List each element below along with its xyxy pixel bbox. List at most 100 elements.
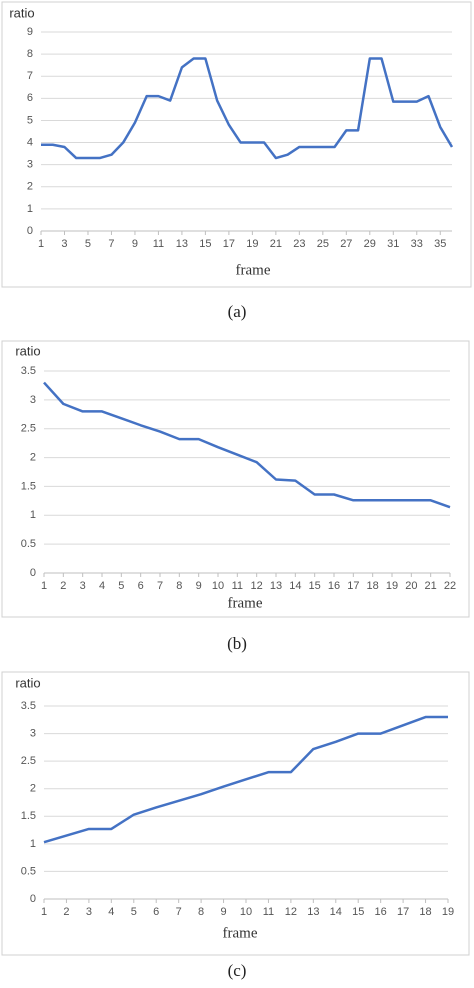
y-tick-label: 0 <box>30 567 36 579</box>
x-tick-label: 12 <box>251 580 263 592</box>
x-tick-label: 19 <box>246 238 258 250</box>
x-tick-label: 25 <box>317 238 329 250</box>
x-tick-label: 3 <box>61 238 67 250</box>
x-tick-label: 3 <box>86 906 92 918</box>
x-tick-label: 9 <box>220 906 226 918</box>
y-tick-label: 2 <box>30 451 36 463</box>
y-tick-label: 2.5 <box>21 423 36 435</box>
x-tick-label: 9 <box>132 238 138 250</box>
x-tick-label: 5 <box>85 238 91 250</box>
y-tick-label: 2 <box>30 783 36 795</box>
x-tick-label: 19 <box>442 906 454 918</box>
x-tick-label: 17 <box>223 238 235 250</box>
y-tick-label: 1 <box>27 203 33 215</box>
x-tick-label: 16 <box>375 906 387 918</box>
x-axis-title: frame <box>236 262 271 278</box>
y-tick-label: 0.5 <box>21 538 36 550</box>
y-axis-title: ratio <box>15 343 40 358</box>
x-tick-label: 10 <box>212 580 224 592</box>
x-tick-label: 21 <box>425 580 437 592</box>
y-tick-label: 1.5 <box>21 480 36 492</box>
x-tick-label: 1 <box>41 580 47 592</box>
data-line <box>43 381 451 509</box>
x-tick-label: 12 <box>285 906 297 918</box>
x-tick-label: 27 <box>340 238 352 250</box>
y-tick-label: 2 <box>27 181 33 193</box>
x-tick-label: 16 <box>328 580 340 592</box>
y-tick-label: 8 <box>27 48 33 60</box>
x-tick-label: 13 <box>176 238 188 250</box>
x-tick-label: 20 <box>405 580 417 592</box>
x-tick-label: 18 <box>419 906 431 918</box>
y-tick-label: 1 <box>30 838 36 850</box>
x-tick-label: 15 <box>309 580 321 592</box>
x-tick-label: 15 <box>352 906 364 918</box>
x-tick-label: 6 <box>153 906 159 918</box>
y-tick-label: 0 <box>30 893 36 905</box>
x-tick-label: 14 <box>330 906 342 918</box>
x-tick-label: 13 <box>307 906 319 918</box>
x-tick-label: 1 <box>41 906 47 918</box>
x-tick-label: 11 <box>153 238 164 250</box>
y-tick-label: 3.5 <box>21 700 36 712</box>
x-tick-label: 11 <box>263 906 274 918</box>
caption: (c) <box>228 961 247 980</box>
y-tick-label: 2.5 <box>21 755 36 767</box>
x-tick-label: 23 <box>293 238 305 250</box>
y-tick-label: 5 <box>27 114 33 126</box>
x-tick-label: 1 <box>38 238 44 250</box>
x-tick-label: 14 <box>289 580 301 592</box>
x-tick-label: 7 <box>108 238 114 250</box>
data-line <box>43 715 448 844</box>
x-tick-label: 22 <box>444 580 456 592</box>
x-tick-label: 7 <box>176 906 182 918</box>
y-tick-label: 0.5 <box>21 865 36 877</box>
caption: (a) <box>228 302 247 321</box>
y-tick-label: 1.5 <box>21 810 36 822</box>
x-tick-label: 31 <box>387 238 399 250</box>
chart-frame <box>1 671 470 956</box>
y-tick-label: 1 <box>30 509 36 521</box>
chart-frame <box>1 1 472 288</box>
y-axis-title: ratio <box>9 5 34 20</box>
x-tick-label: 7 <box>157 580 163 592</box>
y-tick-label: 4 <box>27 136 33 148</box>
y-tick-label: 3.5 <box>21 365 36 377</box>
y-tick-label: 3 <box>27 159 33 171</box>
x-tick-label: 11 <box>232 580 243 592</box>
x-tick-label: 13 <box>270 580 282 592</box>
chart-frame <box>1 340 470 618</box>
x-tick-label: 19 <box>386 580 398 592</box>
x-tick-label: 17 <box>397 906 409 918</box>
x-tick-label: 17 <box>347 580 359 592</box>
x-tick-label: 8 <box>176 580 182 592</box>
data-line <box>41 57 454 160</box>
x-tick-label: 5 <box>131 906 137 918</box>
x-tick-label: 2 <box>63 906 69 918</box>
y-tick-label: 3 <box>30 394 36 406</box>
y-axis-title: ratio <box>15 675 40 690</box>
x-tick-label: 2 <box>60 580 66 592</box>
x-axis-title: frame <box>223 925 258 941</box>
y-tick-label: 0 <box>27 225 33 237</box>
x-tick-label: 10 <box>240 906 252 918</box>
x-axis-title: frame <box>228 595 263 611</box>
x-tick-label: 8 <box>198 906 204 918</box>
x-tick-label: 4 <box>99 580 105 592</box>
x-tick-label: 35 <box>434 238 446 250</box>
x-tick-label: 21 <box>270 238 282 250</box>
x-tick-label: 29 <box>364 238 376 250</box>
x-tick-label: 5 <box>118 580 124 592</box>
x-tick-label: 33 <box>411 238 423 250</box>
x-tick-label: 18 <box>367 580 379 592</box>
y-tick-label: 9 <box>27 26 33 38</box>
x-tick-label: 9 <box>196 580 202 592</box>
x-tick-label: 4 <box>108 906 114 918</box>
y-tick-label: 7 <box>27 70 33 82</box>
caption: (b) <box>227 634 247 653</box>
y-tick-label: 3 <box>30 727 36 739</box>
y-tick-label: 6 <box>27 92 33 104</box>
x-tick-label: 6 <box>138 580 144 592</box>
x-tick-label: 3 <box>80 580 86 592</box>
